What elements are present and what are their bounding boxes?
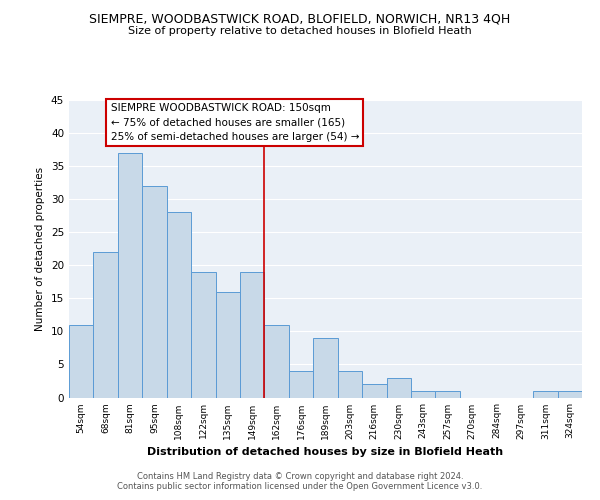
Bar [338,371,362,398]
Text: Contains HM Land Registry data © Crown copyright and database right 2024.: Contains HM Land Registry data © Crown c… [137,472,463,481]
Bar [557,391,582,398]
Bar [362,384,386,398]
Text: SIEMPRE, WOODBASTWICK ROAD, BLOFIELD, NORWICH, NR13 4QH: SIEMPRE, WOODBASTWICK ROAD, BLOFIELD, NO… [89,12,511,26]
Bar [289,371,313,398]
X-axis label: Distribution of detached houses by size in Blofield Heath: Distribution of detached houses by size … [148,447,503,457]
Text: Contains public sector information licensed under the Open Government Licence v3: Contains public sector information licen… [118,482,482,491]
Text: SIEMPRE WOODBASTWICK ROAD: 150sqm
← 75% of detached houses are smaller (165)
25%: SIEMPRE WOODBASTWICK ROAD: 150sqm ← 75% … [110,104,359,142]
Bar [69,325,94,398]
Text: Size of property relative to detached houses in Blofield Heath: Size of property relative to detached ho… [128,26,472,36]
Bar [142,186,167,398]
Bar [191,272,215,398]
Bar [533,391,557,398]
Bar [411,391,436,398]
Bar [118,153,142,398]
Bar [436,391,460,398]
Bar [215,292,240,398]
Bar [94,252,118,398]
Bar [313,338,338,398]
Bar [265,325,289,398]
Y-axis label: Number of detached properties: Number of detached properties [35,166,46,331]
Bar [240,272,265,398]
Bar [386,378,411,398]
Bar [167,212,191,398]
